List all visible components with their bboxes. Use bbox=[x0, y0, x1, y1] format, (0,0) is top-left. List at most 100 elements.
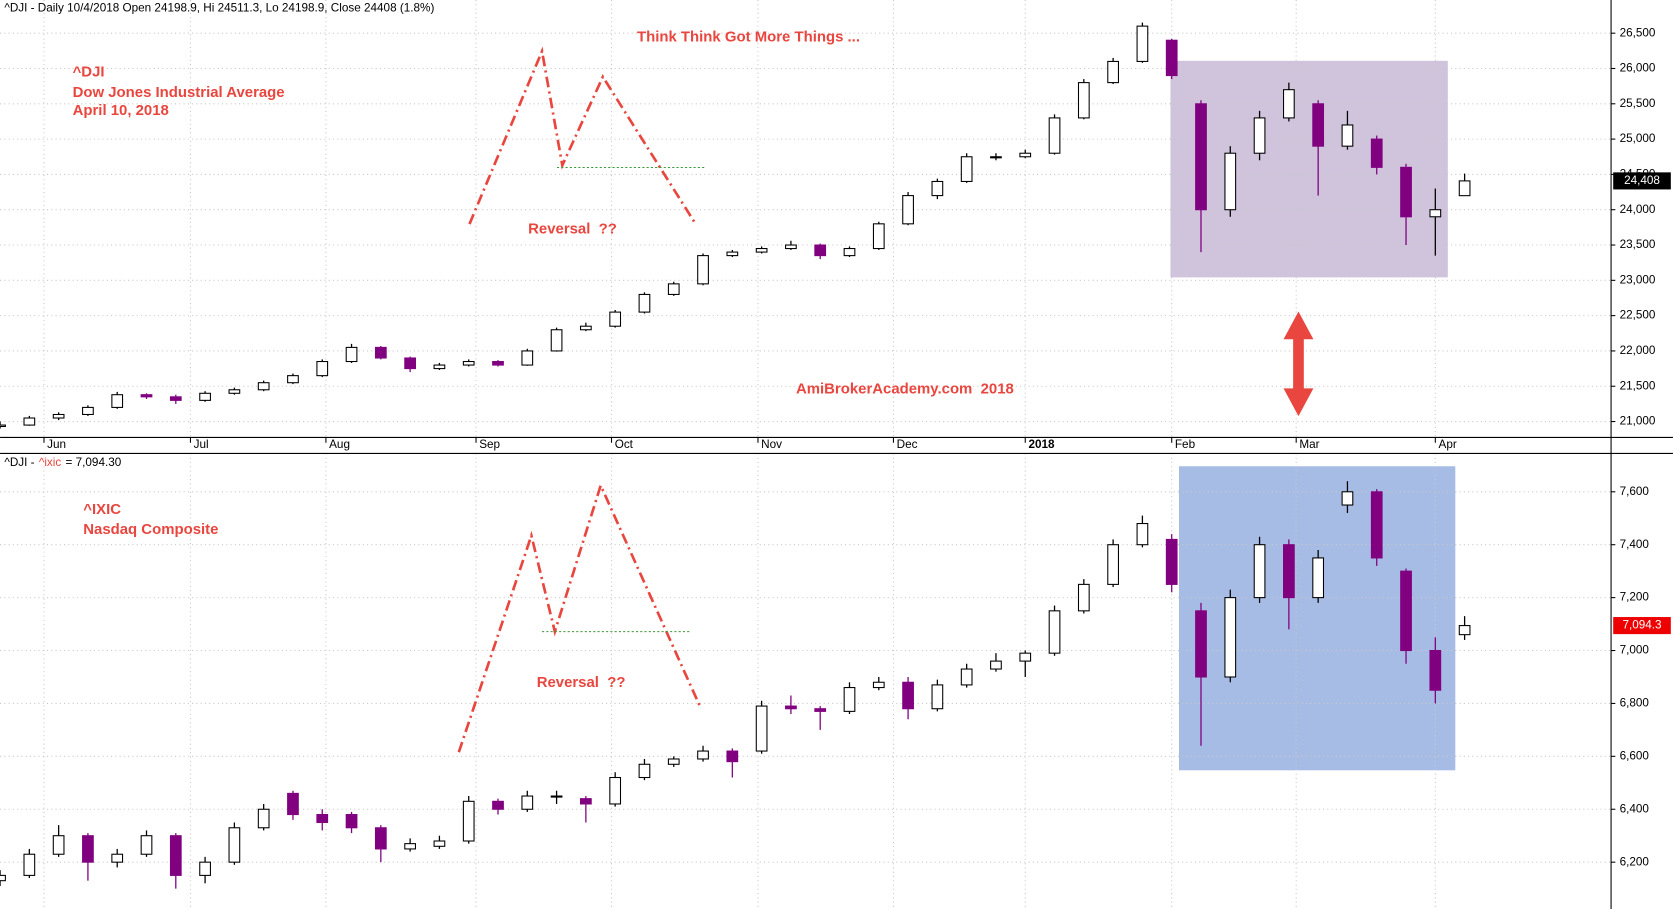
candle-body bbox=[638, 763, 651, 779]
candle-body bbox=[1136, 25, 1149, 62]
candle-body bbox=[52, 835, 65, 855]
x-tick-label: Sep bbox=[479, 438, 500, 451]
candle-body bbox=[1224, 152, 1237, 211]
annotation: Reversal ?? bbox=[528, 220, 617, 237]
candle-body bbox=[0, 874, 6, 882]
candle-body bbox=[785, 244, 797, 250]
candle-body bbox=[550, 329, 563, 352]
candle-body bbox=[755, 248, 768, 253]
candle-body bbox=[1165, 538, 1178, 585]
candle-body bbox=[609, 311, 622, 327]
candle-body bbox=[990, 156, 1002, 159]
y-tick-label: 6,600 bbox=[1620, 749, 1650, 762]
candle-body bbox=[228, 827, 241, 863]
y-tick-label: 25,500 bbox=[1620, 97, 1656, 110]
candle-body bbox=[257, 382, 270, 391]
candle-body bbox=[1019, 652, 1032, 662]
y-tick-label: 23,000 bbox=[1620, 273, 1656, 286]
candle-body bbox=[1195, 103, 1207, 211]
last-price-box bbox=[1613, 172, 1671, 190]
candle-body bbox=[1107, 60, 1119, 84]
index-name: Dow Jones Industrial Average bbox=[73, 84, 285, 101]
candle-body bbox=[199, 861, 211, 876]
candle-body bbox=[1370, 138, 1383, 168]
header-part: ^DJI - bbox=[4, 456, 34, 469]
candle-body bbox=[726, 251, 739, 257]
candle-layer bbox=[0, 22, 1471, 889]
candle-body bbox=[404, 357, 416, 370]
y-tick-label: 7,400 bbox=[1620, 538, 1650, 551]
candle-body bbox=[755, 705, 768, 752]
candle-body bbox=[492, 360, 504, 366]
candle-body bbox=[1400, 166, 1412, 218]
candle-body bbox=[1107, 544, 1119, 585]
candle-body bbox=[667, 283, 680, 295]
candle-body bbox=[257, 808, 270, 829]
double-arrow bbox=[1283, 311, 1314, 417]
candle-body bbox=[931, 684, 944, 710]
candle-body bbox=[433, 840, 446, 847]
arrow-head bbox=[1283, 388, 1314, 417]
candle-body bbox=[82, 406, 94, 416]
candle-body bbox=[140, 394, 153, 398]
candle-body bbox=[1312, 103, 1325, 147]
candle-body bbox=[1165, 39, 1178, 77]
candle-body bbox=[1253, 117, 1266, 154]
candle-body bbox=[697, 255, 709, 285]
candle-body bbox=[843, 248, 856, 257]
candle-body bbox=[140, 835, 153, 855]
candle-body bbox=[462, 800, 475, 842]
candle-body bbox=[960, 668, 973, 686]
x-tick-label: Oct bbox=[615, 438, 634, 451]
candle-body bbox=[52, 413, 65, 419]
candle-body bbox=[814, 708, 827, 712]
candle-body bbox=[1312, 557, 1325, 599]
x-tick-label: Jul bbox=[194, 438, 209, 451]
arrow-head bbox=[1283, 311, 1314, 340]
x-tick-label: Nov bbox=[761, 438, 782, 451]
x-tick-label: Apr bbox=[1439, 438, 1457, 451]
candle-body bbox=[697, 750, 709, 760]
x-tick-label: Dec bbox=[897, 438, 918, 451]
candle-body bbox=[960, 156, 973, 183]
chart-header: ^DJI - ^ixic = 7,094.30 bbox=[4, 456, 121, 469]
y-tick-label: 7,200 bbox=[1620, 591, 1650, 604]
candle-body bbox=[1458, 625, 1471, 636]
candle-body bbox=[521, 350, 534, 366]
candle-body bbox=[1282, 544, 1295, 599]
y-tick-label: 23,500 bbox=[1620, 238, 1656, 251]
candle-body bbox=[1195, 610, 1207, 678]
y-tick-label: 26,500 bbox=[1620, 26, 1656, 39]
last-price-box bbox=[1613, 617, 1671, 635]
candle-body bbox=[169, 835, 182, 876]
candle-body bbox=[1341, 124, 1354, 147]
y-tick-label: 6,400 bbox=[1620, 802, 1650, 815]
candle-body bbox=[521, 795, 534, 810]
candle-body bbox=[1458, 180, 1471, 197]
arrow-shaft bbox=[1293, 330, 1304, 397]
y-tick-label: 6,800 bbox=[1620, 697, 1650, 710]
candle-body bbox=[1400, 570, 1412, 652]
candle-body bbox=[814, 244, 827, 257]
y-tick-label: 24,000 bbox=[1620, 203, 1656, 216]
candle-body bbox=[374, 346, 387, 359]
x-tick-label: Jun bbox=[47, 438, 66, 451]
candle-body bbox=[1019, 152, 1032, 158]
y-tick-label: 26,000 bbox=[1620, 62, 1656, 75]
x-tick-label: Mar bbox=[1299, 438, 1319, 451]
candle-body bbox=[843, 687, 856, 712]
candle-body bbox=[1429, 209, 1442, 218]
header-part: ^ixic bbox=[39, 456, 62, 469]
candle-body bbox=[345, 814, 358, 829]
candle-body bbox=[23, 417, 36, 426]
candle-body bbox=[433, 364, 446, 370]
candle-body bbox=[1253, 544, 1266, 599]
candle-body bbox=[492, 800, 504, 810]
symbol-label: ^DJI bbox=[73, 63, 105, 80]
candle-body bbox=[931, 180, 944, 197]
highlight-box bbox=[1178, 466, 1456, 771]
y-tick-label: 22,000 bbox=[1620, 344, 1656, 357]
candle-body bbox=[287, 375, 299, 384]
